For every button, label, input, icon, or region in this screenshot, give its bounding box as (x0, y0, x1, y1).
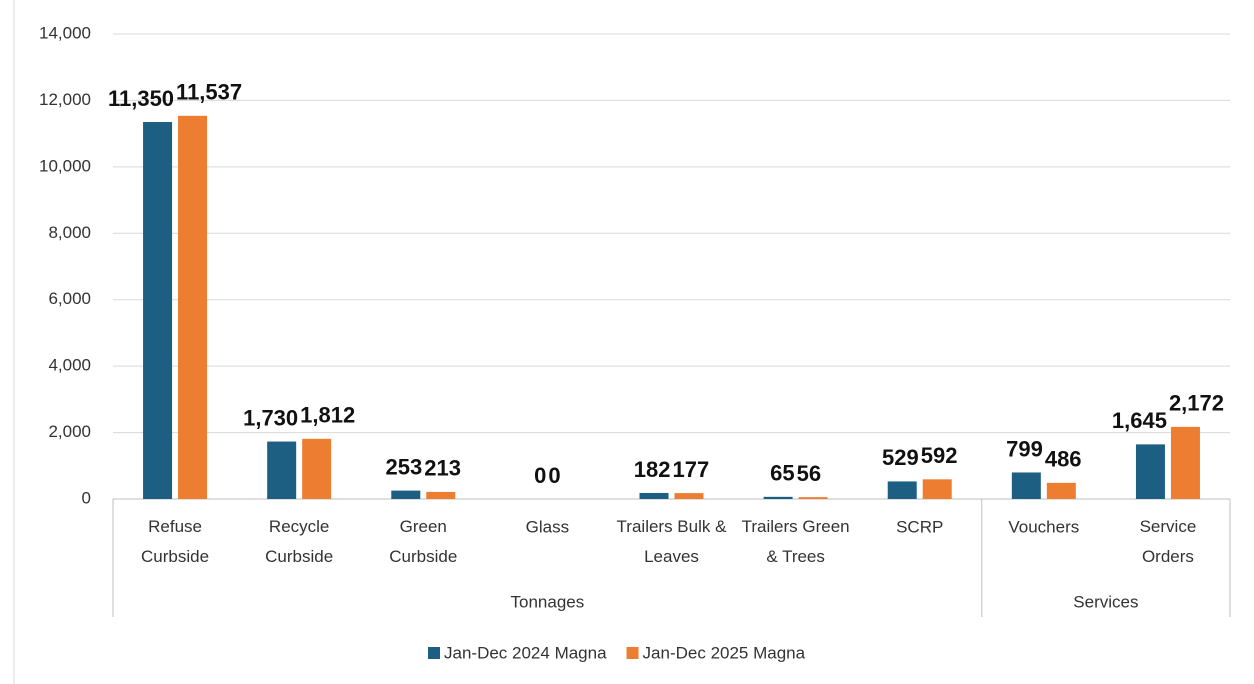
legend-label: Jan-Dec 2025 Magna (643, 643, 806, 662)
x-tick-label: Glass (526, 517, 569, 536)
data-label: 177 (673, 457, 710, 482)
data-label: 11,350 (108, 86, 174, 111)
bar (1046, 482, 1076, 499)
bar (1135, 444, 1165, 499)
y-tick-label: 6,000 (48, 289, 91, 308)
bar (798, 497, 828, 499)
data-label: 65 (770, 461, 794, 486)
data-label: 529 (882, 445, 919, 470)
bar (763, 496, 793, 499)
bar (267, 441, 297, 499)
x-tick-label: Green Curbside (389, 517, 457, 566)
bar (143, 122, 173, 500)
data-label: 592 (921, 443, 958, 468)
bar (1170, 426, 1200, 499)
bar (391, 490, 421, 499)
bar (1011, 472, 1041, 499)
x-tick-label: Trailers Bulk & Leaves (617, 517, 728, 566)
bar (887, 481, 917, 499)
data-label: 1,730 (243, 405, 298, 430)
y-tick-label: 10,000 (39, 156, 91, 175)
legend-swatch (626, 647, 639, 659)
y-tick-label: 4,000 (48, 356, 91, 375)
data-label: 0 (548, 463, 560, 488)
bar (178, 115, 208, 499)
group-label: Services (1073, 592, 1138, 611)
data-label: 253 (386, 454, 423, 479)
bar (426, 491, 456, 499)
data-label: 486 (1045, 447, 1082, 472)
y-tick-label: 2,000 (48, 422, 91, 441)
bar (302, 438, 332, 499)
group-label: Tonnages (511, 592, 585, 611)
data-label: 1,645 (1112, 408, 1167, 433)
data-label: 1,812 (300, 403, 355, 428)
x-tick-label: Vouchers (1008, 517, 1079, 536)
data-label: 213 (424, 456, 461, 481)
legend-swatch (428, 647, 440, 659)
bar (674, 493, 704, 499)
data-label: 182 (634, 457, 671, 482)
y-tick-label: 0 (82, 488, 91, 507)
x-tick-label: Recycle Curbside (265, 517, 333, 566)
bar (639, 492, 669, 499)
data-label: 56 (797, 461, 821, 486)
legend-label: Jan-Dec 2024 Magna (444, 643, 607, 662)
x-tick-label: Refuse Curbside (141, 517, 209, 566)
data-label: 0 (534, 463, 546, 488)
x-tick-label: SCRP (896, 517, 943, 536)
data-label: 799 (1006, 436, 1043, 461)
data-label: 2,172 (1169, 391, 1224, 416)
x-tick-label: Trailers Green & Trees (742, 517, 850, 566)
bar (922, 479, 952, 499)
x-tick-label: Service Orders (1140, 517, 1197, 566)
y-tick-label: 12,000 (39, 90, 91, 109)
y-tick-label: 14,000 (39, 23, 91, 42)
data-label: 11,537 (176, 80, 242, 105)
y-tick-label: 8,000 (48, 223, 91, 242)
